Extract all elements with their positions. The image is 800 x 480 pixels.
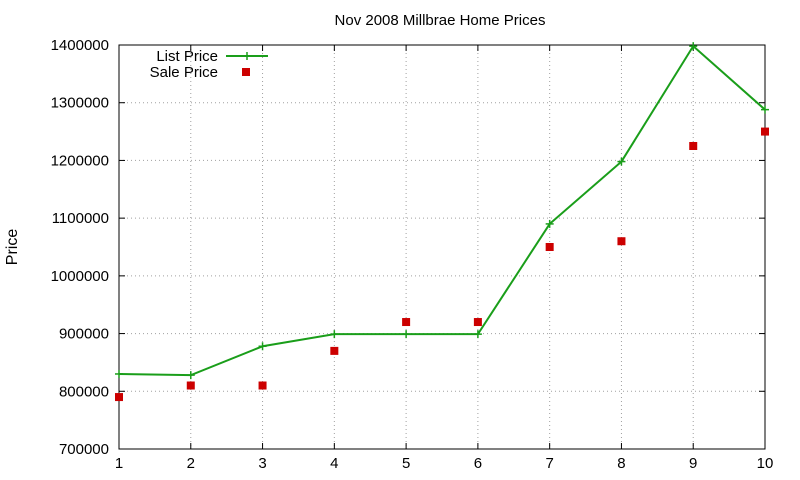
- list-price-point: [402, 330, 411, 339]
- sale-price-point: [186, 381, 195, 390]
- x-tick-label: 10: [757, 455, 774, 472]
- list-price-point: [330, 330, 339, 339]
- x-tick-label: 2: [187, 455, 195, 472]
- y-tick-labels: 700000 800000 900000 1000000 1100000 1200000 1…: [51, 37, 109, 458]
- sale-price-point: [330, 346, 339, 355]
- sale-price-point: [115, 393, 123, 402]
- legend-symbol-list-price-marker: [243, 52, 251, 60]
- x-tick-label: 1: [115, 455, 123, 472]
- list-price-point: [115, 369, 123, 378]
- list-price-point: [689, 42, 698, 51]
- plot-border: [118, 44, 766, 450]
- sale-price-point: [689, 142, 698, 150]
- x-tick-label: 3: [258, 455, 266, 472]
- list-price-point: [258, 342, 267, 351]
- x-tick-label: 5: [402, 455, 410, 472]
- y-tick-label: 1100000: [52, 210, 109, 227]
- x-tick-label: 6: [474, 455, 482, 472]
- sale-price-point: [473, 318, 482, 327]
- y-axis-label: Price: [4, 229, 21, 266]
- sale-price-point: [545, 243, 554, 251]
- sale-price-point: [761, 127, 769, 136]
- sale-price-point: [258, 381, 267, 390]
- y-tick-label: 1200000: [51, 152, 109, 169]
- sale-price-point: [402, 318, 411, 327]
- y-tick-label: 1300000: [51, 95, 109, 112]
- legend-symbol-sale-price: [242, 68, 250, 76]
- chart-title: Nov 2008 Millbrae Home Prices: [335, 12, 546, 29]
- list-price-point: [617, 157, 626, 166]
- x-tick-labels: 1 2 3 4 5 6 7 8 9 10: [115, 455, 774, 472]
- x-tick-label: 7: [545, 455, 553, 472]
- legend-label-list-price: List Price: [156, 48, 218, 65]
- series-layer: [115, 42, 769, 402]
- y-tick-label: 1000000: [51, 268, 109, 285]
- axis-ticks: [118, 44, 766, 450]
- legend-label-sale-price: Sale Price: [150, 64, 218, 81]
- plot-area: [119, 45, 765, 449]
- list-price-point: [186, 371, 195, 380]
- y-tick-label: 800000: [59, 383, 109, 400]
- y-tick-label: 700000: [59, 441, 109, 458]
- x-tick-label: 8: [617, 455, 625, 472]
- x-tick-label: 4: [330, 455, 338, 472]
- list-price-point: [761, 105, 769, 114]
- list-price-line: [118, 44, 766, 377]
- list-price-point: [545, 219, 554, 228]
- sale-price-point: [617, 237, 626, 246]
- y-tick-label: 900000: [59, 326, 109, 343]
- legend-symbols: [226, 52, 268, 76]
- legend: List Price Sale Price: [150, 48, 268, 81]
- y-tick-label: 1400000: [51, 37, 109, 54]
- x-tick-label: 9: [689, 455, 697, 472]
- list-price-point: [473, 330, 482, 339]
